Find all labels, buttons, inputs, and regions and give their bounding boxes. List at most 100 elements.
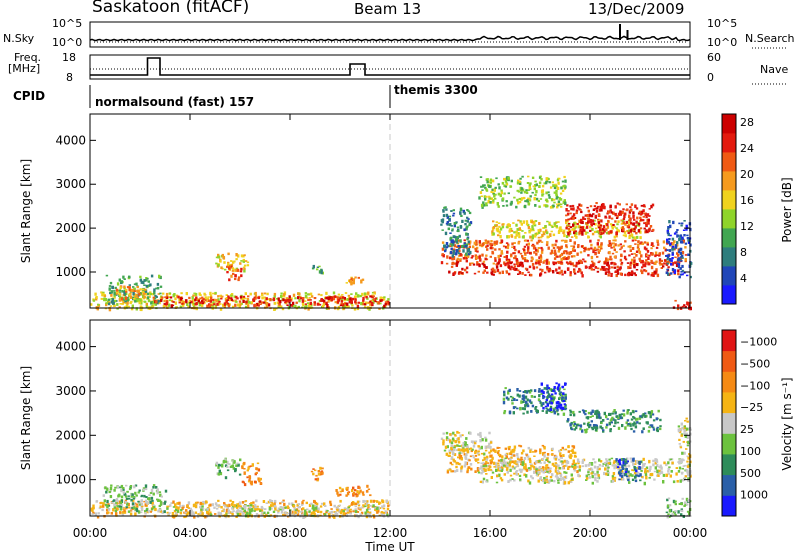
data-cell xyxy=(544,405,548,408)
data-cell xyxy=(526,404,530,408)
data-cell xyxy=(534,234,537,238)
data-cell xyxy=(158,301,161,305)
data-cell xyxy=(628,210,632,214)
data-cell xyxy=(378,501,381,504)
data-cell xyxy=(586,416,590,420)
data-cell xyxy=(320,502,324,505)
data-cell xyxy=(532,229,535,232)
data-cell xyxy=(587,473,590,476)
data-cell xyxy=(481,438,484,442)
data-cell xyxy=(538,185,541,188)
data-cell xyxy=(684,258,687,261)
data-cell xyxy=(596,242,599,246)
data-cell xyxy=(114,499,118,503)
data-cell xyxy=(671,263,674,266)
data-cell xyxy=(638,422,641,425)
data-cell xyxy=(481,469,484,472)
data-cell xyxy=(465,271,469,274)
data-cell xyxy=(519,177,522,180)
data-cell xyxy=(254,303,257,307)
data-cell xyxy=(622,413,626,417)
data-cell xyxy=(624,471,628,473)
data-cell xyxy=(91,508,94,512)
data-cell xyxy=(643,269,646,272)
data-cell xyxy=(524,204,527,209)
data-cell xyxy=(648,459,651,464)
data-cell xyxy=(460,457,463,461)
data-cell xyxy=(612,239,615,242)
data-cell xyxy=(219,259,222,263)
data-cell xyxy=(351,488,354,493)
data-cell xyxy=(116,303,119,306)
data-cell xyxy=(113,291,116,296)
data-cell xyxy=(519,469,523,473)
data-cell xyxy=(107,302,111,306)
data-cell xyxy=(220,266,223,269)
data-cell xyxy=(507,266,511,269)
data-cell xyxy=(544,271,547,274)
data-cell xyxy=(324,505,327,507)
data-cell xyxy=(364,511,367,515)
data-cell xyxy=(445,246,448,249)
data-cell xyxy=(449,223,452,226)
data-cell xyxy=(248,479,251,482)
data-cell xyxy=(592,213,595,215)
data-cell xyxy=(120,280,124,283)
data-cell xyxy=(489,469,493,471)
data-cell xyxy=(373,291,376,294)
data-cell xyxy=(649,414,652,419)
data-cell xyxy=(679,247,683,251)
data-cell xyxy=(373,292,376,295)
data-cell xyxy=(174,297,177,301)
data-cell xyxy=(509,478,512,482)
data-cell xyxy=(181,300,184,303)
data-cell xyxy=(521,461,524,464)
data-cell xyxy=(614,421,617,425)
data-cell xyxy=(526,248,530,252)
data-cell xyxy=(644,269,648,273)
data-cell xyxy=(529,235,532,239)
data-cell xyxy=(512,267,515,270)
data-cell xyxy=(606,258,609,262)
data-cell xyxy=(501,464,504,467)
data-cell xyxy=(663,246,666,250)
data-cell xyxy=(178,301,181,304)
data-cell xyxy=(178,298,181,302)
data-cell xyxy=(328,299,332,302)
data-cell xyxy=(483,452,486,456)
data-cell xyxy=(108,307,112,312)
data-cell xyxy=(582,410,586,414)
data-cell xyxy=(565,250,568,253)
data-cell xyxy=(452,252,455,256)
data-cell xyxy=(590,462,594,464)
data-cell xyxy=(255,471,258,474)
data-cell xyxy=(500,252,504,255)
data-cell xyxy=(298,298,301,303)
data-cell xyxy=(486,244,489,247)
data-cell xyxy=(457,258,461,261)
data-cell xyxy=(233,504,236,508)
data-cell xyxy=(629,249,632,252)
data-cell xyxy=(539,462,543,464)
data-cell xyxy=(294,511,297,515)
data-cell xyxy=(579,226,582,229)
data-cell xyxy=(113,503,116,507)
data-cell xyxy=(560,269,563,274)
data-cell xyxy=(507,264,511,267)
data-cell xyxy=(199,511,202,515)
data-cell xyxy=(511,453,514,457)
data-cell xyxy=(456,236,459,239)
data-cell xyxy=(562,185,565,188)
data-cell xyxy=(165,296,169,299)
data-cell xyxy=(477,450,480,453)
data-cell xyxy=(485,473,488,475)
data-cell xyxy=(605,271,608,274)
data-cell xyxy=(131,288,135,292)
data-cell xyxy=(367,512,370,516)
data-cell xyxy=(215,463,218,467)
data-cell xyxy=(466,255,470,259)
data-cell xyxy=(556,386,560,389)
data-cell xyxy=(528,399,532,403)
data-cell xyxy=(646,421,649,425)
data-cell xyxy=(171,514,175,517)
